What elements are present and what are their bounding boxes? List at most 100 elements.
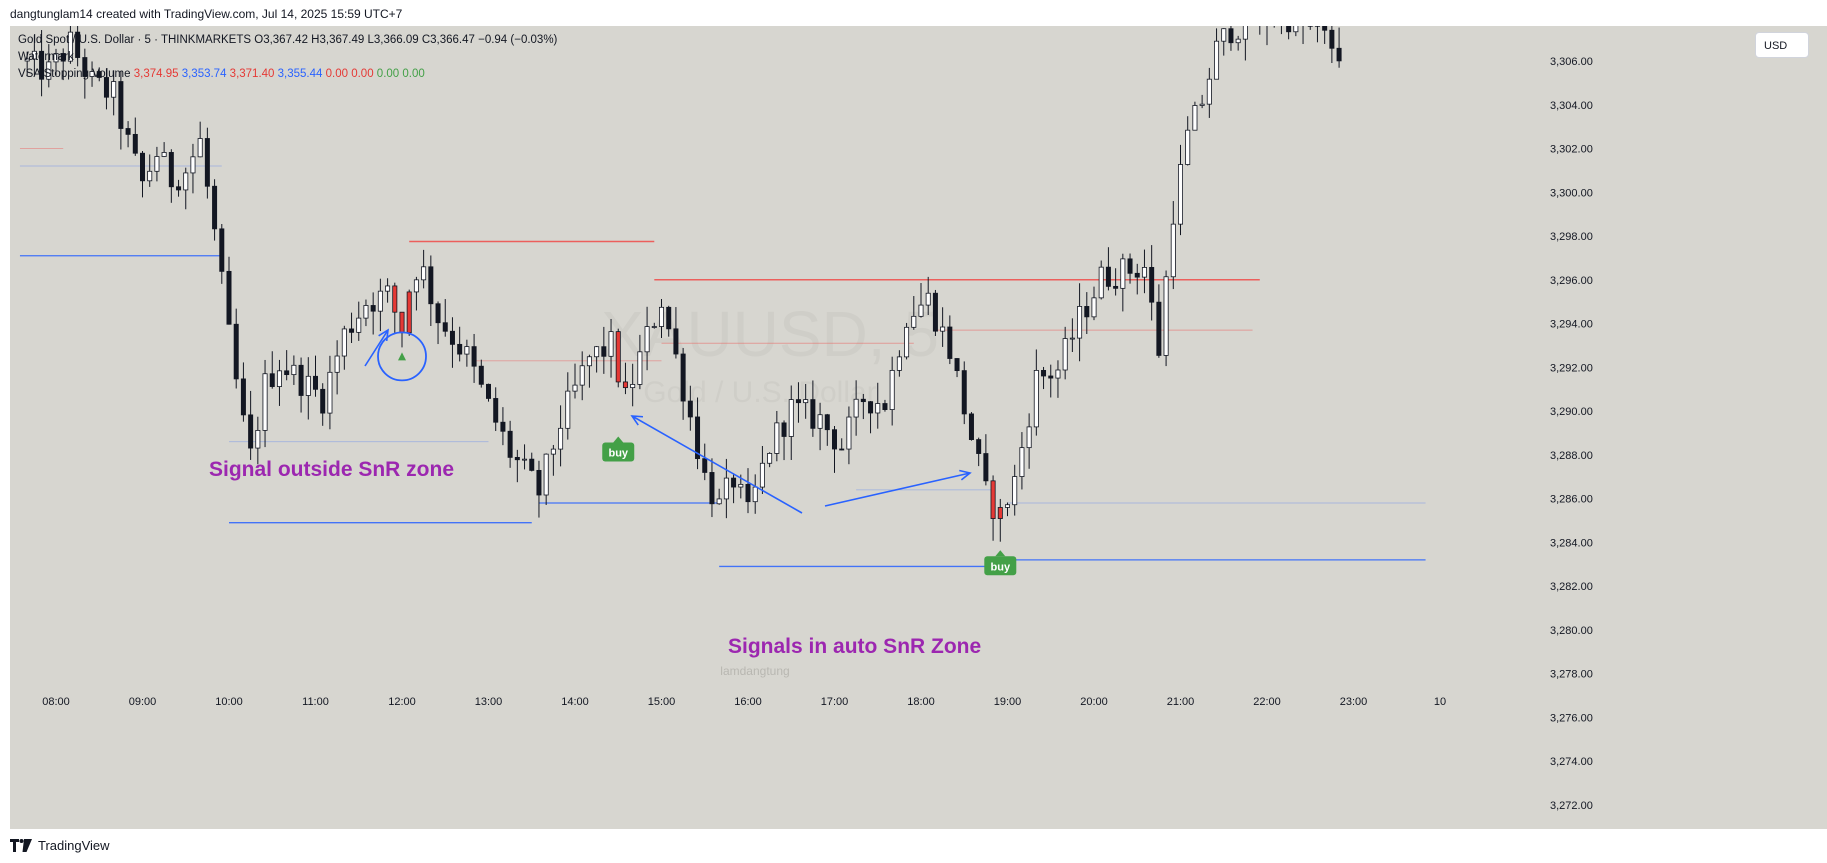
candle-body	[197, 138, 203, 158]
candle-body	[565, 390, 571, 429]
time-tick-label: 17:00	[821, 696, 849, 708]
annotation-arrow	[824, 469, 972, 507]
indicator-value: 3,353.74	[181, 68, 227, 80]
candle	[154, 146, 160, 182]
annotation-arrow	[630, 415, 803, 514]
arrow-shaft	[364, 329, 389, 367]
tradingview-logo[interactable]: TradingView	[10, 838, 110, 853]
candle	[1314, 26, 1320, 43]
candle	[442, 299, 448, 337]
candle-body	[413, 279, 419, 293]
candle	[1242, 26, 1248, 61]
candle	[961, 361, 967, 425]
candle	[637, 334, 643, 390]
candle	[723, 458, 729, 519]
candle-body	[1199, 103, 1205, 106]
price-tick-label: 3,302.00	[1550, 144, 1593, 156]
watermark-legend-row[interactable]: Watermark	[18, 49, 557, 66]
candle-body	[356, 317, 362, 333]
indicator-name: VSA Stopping Volume	[18, 68, 131, 80]
candle-body	[435, 303, 441, 324]
candle-body	[139, 152, 145, 182]
price-chart[interactable]: XAUUSD, 5 Gold / U.S. Dollar lamdangtung 3,…	[10, 26, 1827, 829]
candle-body	[226, 270, 232, 325]
time-tick-label: 10	[1434, 696, 1446, 708]
price-tick-label: 3,306.00	[1550, 56, 1593, 68]
candle	[471, 333, 477, 383]
candle-body	[558, 427, 564, 450]
candle	[651, 322, 657, 329]
candle	[918, 283, 924, 318]
price-tick-label: 3,286.00	[1550, 494, 1593, 506]
time-tick-label: 21:00	[1167, 696, 1195, 708]
candle	[262, 359, 268, 448]
candle-body	[219, 228, 225, 272]
candle-body	[983, 453, 989, 482]
candle	[1170, 201, 1176, 290]
price-tick-label: 3,290.00	[1550, 406, 1593, 418]
candle	[183, 167, 189, 210]
candle	[788, 385, 794, 460]
candle	[118, 71, 124, 150]
candle-body	[320, 388, 326, 414]
candle-body	[1329, 29, 1335, 49]
candle	[1091, 286, 1097, 321]
buy-badge-label: buy	[991, 561, 1011, 573]
buy-badge-box	[984, 556, 1017, 576]
candle	[1156, 284, 1162, 358]
candle-body	[659, 306, 665, 327]
candle-body	[96, 71, 102, 78]
candle	[695, 397, 701, 470]
candle	[1062, 326, 1068, 380]
candle-body	[464, 346, 470, 355]
candle-body	[385, 285, 391, 292]
candle-body	[839, 448, 845, 451]
candle-body	[594, 346, 600, 358]
candle-body	[493, 398, 499, 423]
candle	[666, 305, 672, 337]
candle-body	[846, 416, 852, 450]
indicator-value: 0.00	[325, 68, 348, 80]
candle-body	[1033, 370, 1039, 428]
candle	[291, 355, 297, 385]
candle-body	[1322, 26, 1328, 31]
candle	[449, 317, 455, 368]
signals: buy buy	[377, 331, 1017, 576]
price-tick-label: 3,300.00	[1550, 187, 1593, 199]
candle	[839, 438, 845, 451]
symbol-legend-row[interactable]: Gold Spot / U.S. Dollar · 5 · THINKMARKE…	[18, 32, 557, 49]
candle-body	[111, 81, 117, 98]
candle	[212, 179, 218, 241]
candle	[759, 445, 765, 494]
candle-body	[377, 290, 383, 312]
candle	[1077, 283, 1083, 362]
indicator-legend-row[interactable]: VSA Stopping Volume 3,374.95 3,353.74 3,…	[18, 66, 557, 83]
candle	[96, 67, 102, 82]
chart-background	[10, 26, 1827, 829]
candle-body	[1113, 285, 1119, 289]
candle	[1293, 26, 1299, 37]
candle-body	[399, 311, 405, 334]
currency-button[interactable]: USD	[1755, 32, 1809, 58]
candle-body	[745, 483, 751, 503]
candles	[24, 26, 1342, 542]
candle-body	[731, 477, 737, 488]
candle-body	[204, 138, 210, 187]
time-tick-label: 16:00	[734, 696, 762, 708]
candle	[1012, 464, 1018, 516]
candle-body	[341, 328, 347, 357]
indicator-value: 3,355.44	[277, 68, 323, 80]
candle-body	[1206, 78, 1212, 105]
candle-body	[788, 399, 794, 437]
candle	[1280, 26, 1282, 35]
candle	[341, 325, 347, 370]
candle-body	[1098, 266, 1104, 299]
candle-body	[774, 422, 780, 454]
candle-body	[1069, 337, 1075, 340]
candle-body	[723, 477, 729, 500]
chart-area[interactable]: XAUUSD, 5 Gold / U.S. Dollar lamdangtung 3,…	[10, 26, 1827, 829]
candle-body	[298, 364, 304, 396]
candle	[1120, 253, 1126, 312]
candle-body	[1105, 266, 1111, 287]
candle	[832, 425, 838, 473]
